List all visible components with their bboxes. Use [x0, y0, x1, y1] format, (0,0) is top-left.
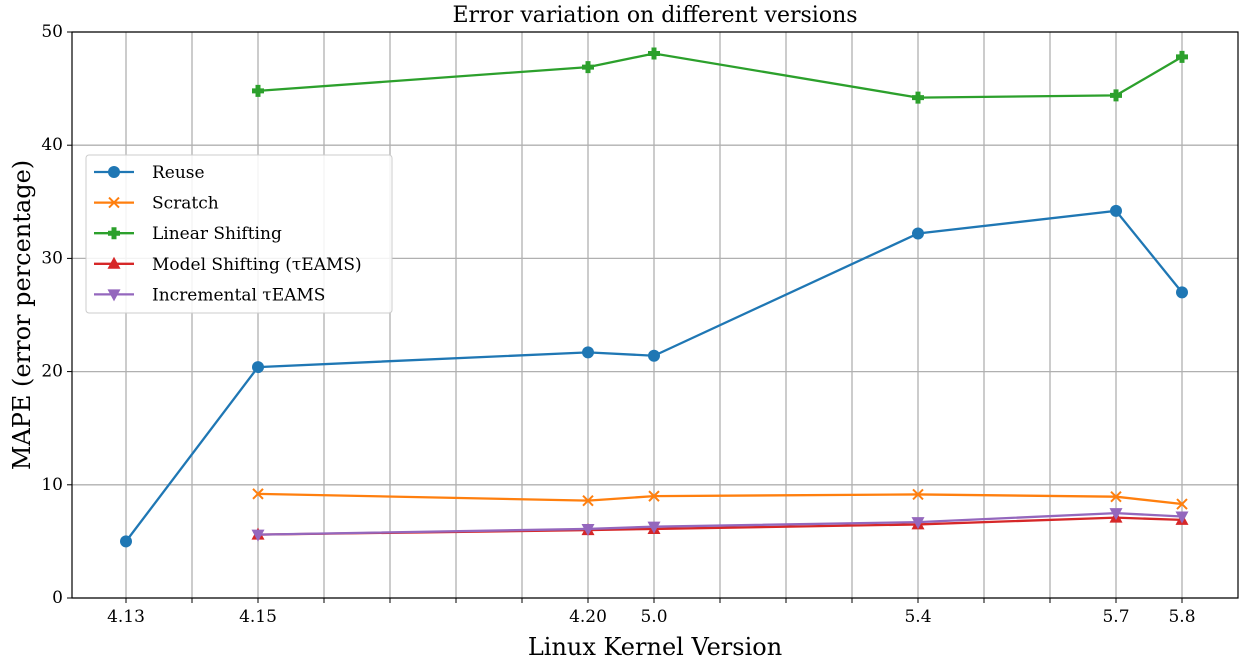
data-point [251, 529, 265, 542]
legend-marker [108, 166, 120, 178]
x-tick-label: 5.8 [1168, 607, 1195, 627]
axes: 4.13 4.15 4.20 5.0 5.4 5.7 5.8 0 10 20 30 40 50 [41, 22, 1195, 627]
legend-item: Model Shifting (τEAMS) [94, 255, 362, 275]
series-reuse [120, 204, 1188, 548]
legend-label: Scratch [152, 194, 219, 214]
x-tick-label: 5.4 [904, 607, 931, 627]
data-point [648, 47, 660, 60]
series-incremental-eams [251, 508, 1189, 542]
x-tick-label: 4.13 [107, 607, 145, 627]
series-layer [120, 47, 1189, 548]
data-point [581, 523, 595, 536]
data-point [1176, 286, 1188, 299]
x-tick-label: 4.15 [239, 607, 277, 627]
series-scratch [252, 488, 1188, 510]
legend-marker [108, 196, 120, 209]
legend-item: Incremental τEAMS [94, 285, 325, 305]
data-point [252, 84, 264, 97]
legend-marker [107, 256, 121, 269]
data-point [648, 349, 660, 362]
legend-box [85, 154, 393, 314]
data-point [1176, 498, 1188, 510]
y-tick-label: 30 [41, 248, 63, 268]
y-tick-label: 20 [41, 362, 63, 382]
y-tick-label: 40 [41, 135, 63, 155]
legend-item: Scratch [94, 194, 219, 214]
plot-frame [71, 31, 1239, 599]
grid [72, 31, 1238, 599]
data-point [911, 517, 925, 530]
x-tick-label: 5.0 [640, 607, 667, 627]
series-line [257, 492, 1183, 506]
legend-marker [107, 289, 121, 302]
data-point [912, 488, 924, 501]
chart-title: Error variation on different versions [452, 3, 857, 28]
y-axis-label: MAPE (error percentage) [8, 160, 36, 470]
x-axis-label: Linux Kernel Version [528, 633, 782, 661]
data-point [1110, 204, 1122, 217]
y-tick-label: 50 [41, 22, 63, 42]
legend-item: Reuse [94, 163, 205, 183]
data-point [120, 535, 132, 548]
series-linear-shifting [252, 47, 1188, 104]
legend: Reuse Scratch Linear Shifting Model Shiftin… [85, 154, 393, 314]
y-tick-label: 0 [52, 588, 63, 608]
data-point [1176, 50, 1188, 63]
x-tick-label: 4.20 [569, 607, 607, 627]
data-point [912, 91, 924, 104]
legend-label: Model Shifting (τEAMS) [152, 255, 362, 275]
legend-label: Incremental τEAMS [152, 285, 325, 305]
legend-label: Reuse [152, 163, 205, 183]
data-point [912, 227, 924, 240]
data-point [1175, 511, 1189, 524]
data-point [252, 361, 264, 374]
data-point [582, 494, 594, 507]
series-line [257, 52, 1183, 99]
data-point [1109, 508, 1123, 521]
legend-label: Linear Shifting [152, 224, 282, 244]
data-point [648, 490, 660, 502]
series-line [257, 511, 1183, 536]
legend-item: Linear Shifting [94, 224, 282, 244]
data-point [1110, 89, 1122, 102]
data-point [1110, 490, 1122, 503]
y-tick-label: 10 [41, 475, 63, 495]
data-point [582, 61, 594, 74]
x-tick-label: 5.7 [1102, 607, 1129, 627]
data-point [582, 346, 594, 359]
data-point [647, 521, 661, 534]
legend-marker [108, 227, 120, 240]
data-point [252, 488, 264, 500]
